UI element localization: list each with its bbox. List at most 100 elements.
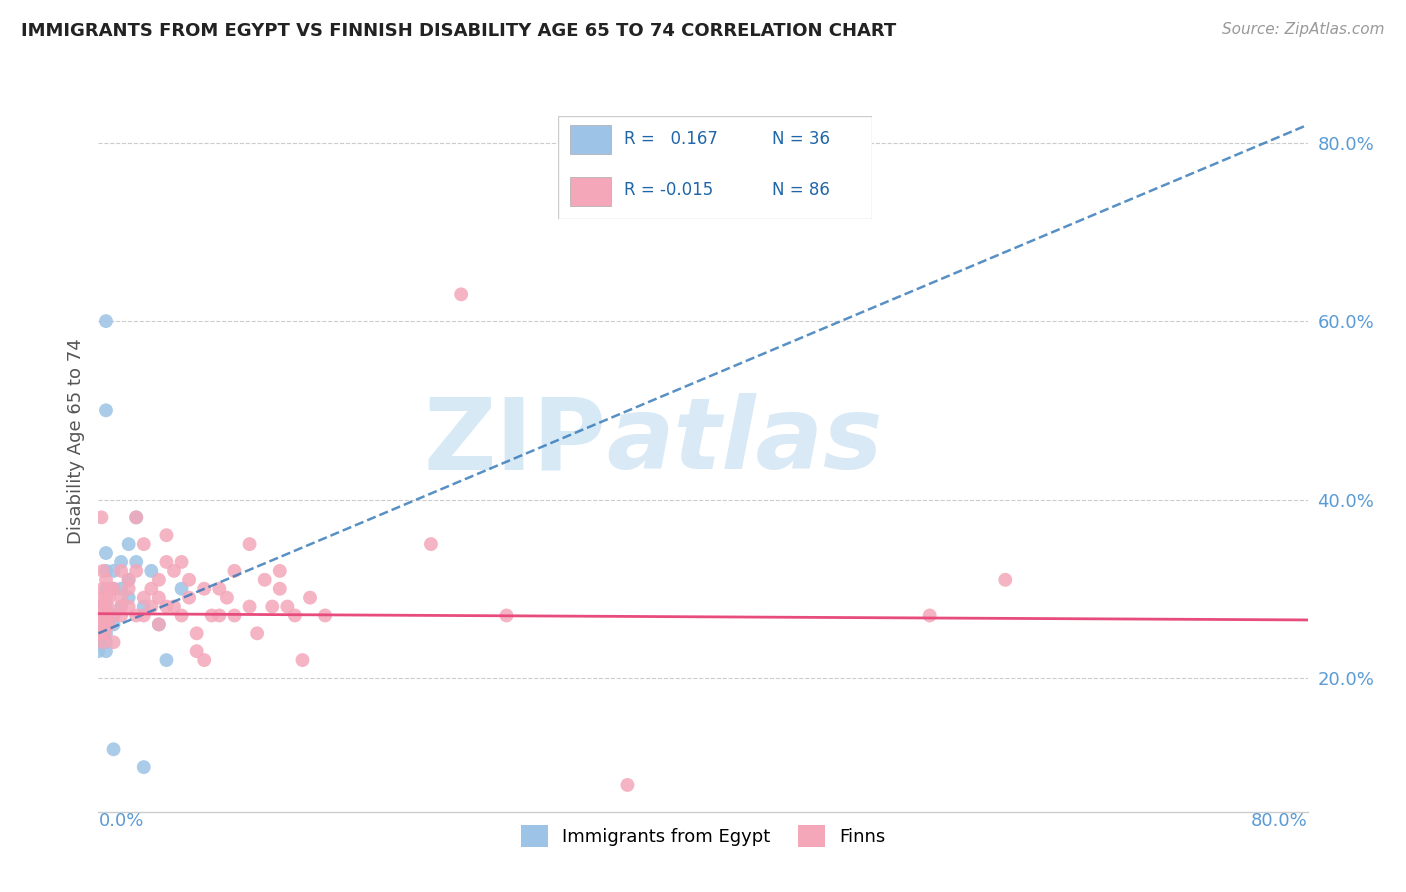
Point [94,582,117,596]
Point [155,555,177,569]
Point [148,617,170,632]
Text: IMMIGRANTS FROM EGYPT VS FINNISH DISABILITY AGE 65 TO 74 CORRELATION CHART: IMMIGRANTS FROM EGYPT VS FINNISH DISABIL… [21,22,897,40]
Point [186,644,208,658]
Point [193,653,215,667]
Point [93,599,115,614]
Point [163,599,186,614]
Point [118,573,141,587]
Point [90,510,112,524]
Point [994,573,1017,587]
Point [103,582,125,596]
Point [239,599,262,614]
Point [224,608,246,623]
Point [269,564,291,578]
Point [262,599,284,614]
Point [103,582,125,596]
Point [103,564,125,578]
Text: 80.0%: 80.0% [1251,812,1308,830]
Point [94,608,117,623]
Point [163,564,186,578]
Point [208,582,231,596]
Point [87,599,110,614]
Point [96,599,118,614]
Point [90,608,112,623]
Point [215,591,238,605]
Point [269,582,291,596]
Point [291,653,314,667]
Point [94,591,117,605]
Point [87,626,110,640]
Point [450,287,472,301]
Text: ZIP: ZIP [423,393,606,490]
Point [299,591,322,605]
Point [193,582,215,596]
Point [125,608,148,623]
Point [132,591,155,605]
Text: atlas: atlas [606,393,883,490]
Point [98,617,121,632]
Point [89,608,111,623]
Point [94,314,117,328]
Point [89,626,111,640]
Point [87,617,110,632]
Point [110,555,132,569]
Point [132,760,155,774]
Point [94,599,117,614]
Point [87,644,110,658]
Point [93,626,115,640]
Point [132,608,155,623]
Point [94,403,117,417]
Point [94,626,117,640]
Point [141,599,163,614]
Point [420,537,443,551]
Point [89,599,111,614]
Point [170,608,193,623]
Point [125,564,148,578]
Point [179,591,201,605]
Point [103,608,125,623]
Point [148,617,170,632]
Point [246,626,269,640]
Point [103,608,125,623]
Point [91,617,114,632]
Point [155,528,177,542]
Point [495,608,517,623]
Point [118,582,141,596]
Point [118,573,141,587]
Point [110,608,132,623]
Point [93,617,115,632]
Point [91,582,114,596]
Point [253,573,276,587]
Y-axis label: Disability Age 65 to 74: Disability Age 65 to 74 [66,339,84,544]
Point [284,608,307,623]
Point [94,546,117,560]
Point [118,537,141,551]
Point [90,626,112,640]
Point [148,573,170,587]
Point [155,599,177,614]
Point [98,591,121,605]
Point [201,608,224,623]
Point [276,599,298,614]
Point [918,608,941,623]
Point [94,617,117,632]
Point [87,617,110,632]
Point [125,510,148,524]
Point [103,635,125,649]
Point [179,573,201,587]
Point [103,617,125,632]
Point [148,591,170,605]
Point [110,591,132,605]
Point [94,644,117,658]
Point [141,582,163,596]
Point [87,608,110,623]
Point [87,635,110,649]
Point [100,582,122,596]
Point [91,564,114,578]
Point [89,617,111,632]
Point [155,653,177,667]
Point [186,626,208,640]
Point [110,599,132,614]
Text: Source: ZipAtlas.com: Source: ZipAtlas.com [1222,22,1385,37]
Text: 0.0%: 0.0% [98,812,143,830]
